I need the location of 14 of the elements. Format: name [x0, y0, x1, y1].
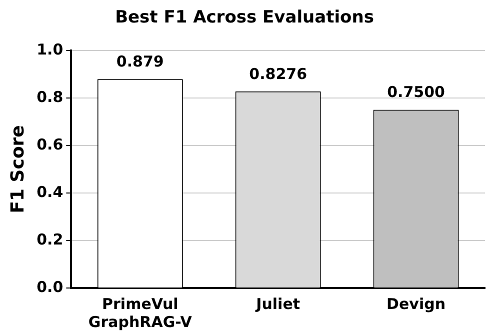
x-tick-label: PrimeVul GraphRAG-V [88, 294, 192, 331]
x-tick-label: Juliet [255, 294, 300, 313]
y-tick-label: 0.2 [36, 230, 64, 248]
y-tick-label: 0.0 [36, 278, 64, 296]
y-axis-title: F1 Score [7, 125, 28, 214]
x-tick-label: Devign [386, 294, 446, 313]
data-label: 0.879 [116, 52, 164, 71]
y-tick-label: 0.8 [36, 88, 64, 106]
data-label: 0.7500 [387, 83, 445, 102]
data-label: 0.8276 [249, 64, 308, 83]
y-tick-label: 1.0 [36, 40, 64, 58]
chart-title: Best F1 Across Evaluations [115, 8, 374, 28]
y-tick-label: 0.4 [36, 182, 64, 201]
y-tick-label: 0.6 [36, 135, 64, 154]
